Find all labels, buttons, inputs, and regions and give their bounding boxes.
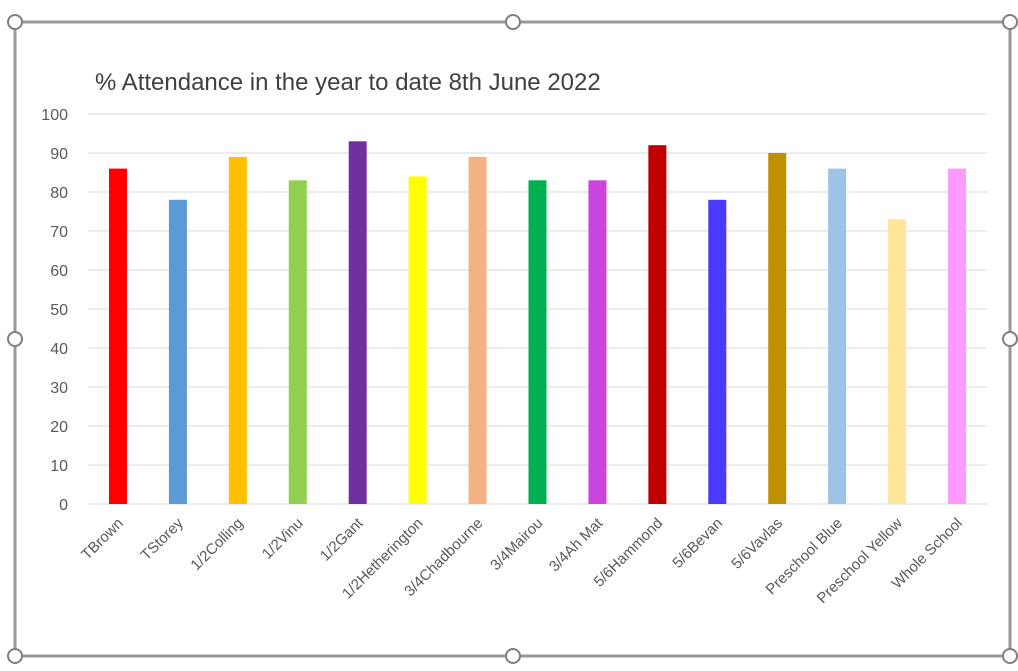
bar[interactable] — [289, 180, 307, 504]
y-tick-label: 100 — [41, 107, 68, 124]
x-axis-tick-labels: TBrown TStorey 1/2Colling 1/2Vinu 1/2Gant1/2… — [78, 514, 966, 607]
bar[interactable] — [409, 176, 427, 504]
x-tick-label: 3/4Mairou — [487, 515, 546, 574]
bars — [109, 141, 966, 504]
y-tick-label: 90 — [50, 146, 68, 163]
x-tick-label: 1/2Colling — [187, 515, 246, 574]
y-tick-label: 70 — [50, 224, 68, 241]
bar[interactable] — [529, 180, 547, 504]
y-tick-label: 0 — [59, 497, 68, 514]
resize-handle-bottom[interactable] — [506, 649, 520, 663]
y-tick-label: 10 — [50, 458, 68, 475]
y-tick-label: 80 — [50, 185, 68, 202]
bar[interactable] — [768, 153, 786, 504]
resize-handle-bottom-left[interactable] — [8, 649, 22, 663]
y-tick-label: 60 — [50, 263, 68, 280]
y-axis-tick-labels: 0 10 20 30 40 50 60 70 80 90 100 — [41, 107, 68, 514]
x-tick-label: 1/2Gant — [317, 514, 367, 564]
resize-handle-top-right[interactable] — [1003, 15, 1017, 29]
resize-handle-left[interactable] — [8, 332, 22, 346]
bar[interactable] — [349, 141, 367, 504]
bar[interactable] — [648, 145, 666, 504]
resize-handle-right[interactable] — [1003, 332, 1017, 346]
x-tick-label: 5/6Vavlas — [728, 515, 786, 573]
y-tick-label: 20 — [50, 419, 68, 436]
bar[interactable] — [708, 200, 726, 504]
resize-handle-top-left[interactable] — [8, 15, 22, 29]
x-tick-label: 5/6Bevan — [669, 515, 726, 572]
bar[interactable] — [588, 180, 606, 504]
bar[interactable] — [888, 219, 906, 504]
x-tick-label: TBrown — [78, 515, 127, 564]
bar[interactable] — [469, 157, 487, 504]
x-tick-label: TStorey — [138, 514, 188, 564]
chart-title: % Attendance in the year to date 8th Jun… — [95, 69, 601, 96]
x-tick-label: 1/2Vinu — [259, 515, 307, 563]
y-tick-label: 50 — [50, 302, 68, 319]
y-tick-label: 40 — [50, 341, 68, 358]
bar[interactable] — [229, 157, 247, 504]
resize-handle-top[interactable] — [506, 15, 520, 29]
bar[interactable] — [828, 169, 846, 504]
bar[interactable] — [948, 169, 966, 504]
bar[interactable] — [109, 169, 127, 504]
resize-handle-bottom-right[interactable] — [1003, 649, 1017, 663]
bar[interactable] — [169, 200, 187, 504]
y-tick-label: 30 — [50, 380, 68, 397]
x-tick-label: 3/4Ah Mat — [546, 514, 607, 575]
